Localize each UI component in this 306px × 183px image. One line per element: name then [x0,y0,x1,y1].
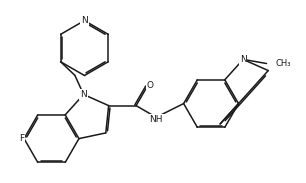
Text: N: N [240,55,247,64]
Text: NH: NH [149,115,163,124]
Text: O: O [146,81,153,90]
Text: N: N [81,16,88,25]
Text: F: F [19,134,24,143]
Text: N: N [80,90,87,99]
Text: CH₃: CH₃ [275,59,291,68]
